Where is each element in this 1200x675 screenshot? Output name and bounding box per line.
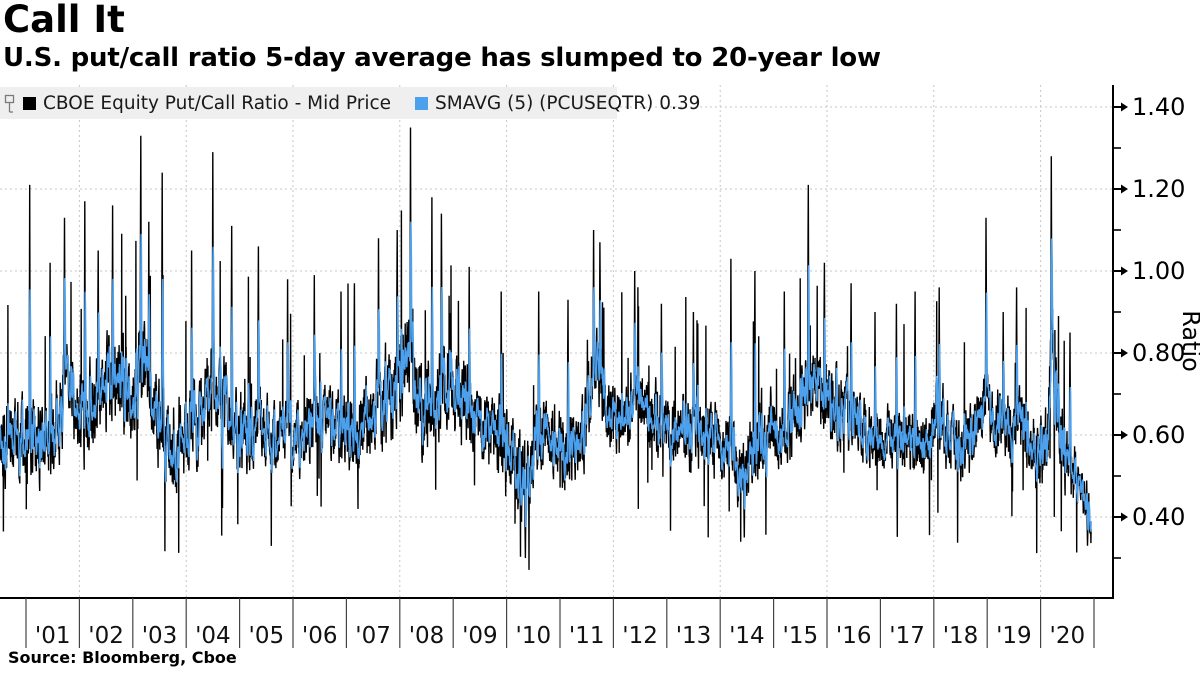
legend-label-smavg: SMAVG (5) (PCUSEQTR) 0.39 (435, 92, 701, 114)
y-tick-label: 0.60 (1132, 421, 1185, 449)
drag-pin-icon (3, 92, 16, 114)
x-year-label: '05 (249, 623, 285, 649)
x-year-label: '04 (195, 623, 231, 649)
y-tick-label: 1.20 (1132, 175, 1185, 203)
chart-legend: CBOE Equity Put/Call Ratio - Mid Price S… (0, 87, 700, 119)
y-tick-arrow-icon (1121, 184, 1128, 194)
chart-header: Call It U.S. put/call ratio 5-day averag… (3, 0, 881, 73)
x-year-label: '17 (889, 623, 925, 649)
x-year-label: '07 (355, 623, 391, 649)
x-year-label: '16 (836, 623, 872, 649)
x-year-label: '13 (676, 623, 712, 649)
source-attribution: Source: Bloomberg, Cboe (8, 648, 237, 667)
grid-layer (0, 85, 1113, 598)
y-axis-title: Ratio (1177, 310, 1200, 372)
x-year-label: '19 (996, 623, 1032, 649)
y-tick-arrow-icon (1121, 266, 1128, 276)
x-year-label: '14 (729, 623, 765, 649)
x-year-label: '01 (35, 623, 71, 649)
x-year-label: '15 (783, 623, 819, 649)
x-year-label: '10 (516, 623, 552, 649)
x-year-label: '02 (88, 623, 124, 649)
x-year-label: '11 (569, 623, 605, 649)
y-tick-label: 0.80 (1132, 339, 1185, 367)
x-year-label: '03 (142, 623, 178, 649)
chart-subtitle: U.S. put/call ratio 5-day average has sl… (3, 42, 881, 73)
series-smavg5 (0, 221, 1092, 532)
y-tick-label: 0.40 (1132, 503, 1185, 531)
x-year-label: '20 (1050, 623, 1086, 649)
series-swatch-putcall (23, 96, 36, 110)
y-tick-arrow-icon (1121, 512, 1128, 522)
y-tick-label: 1.00 (1132, 257, 1185, 285)
axis-layer: 1.40 1.20 1.00 0.80 0.60 0.40 '01 '02 '03 '04 '05 '… (0, 85, 1185, 649)
chart-title: Call It (3, 0, 125, 41)
x-year-label: '18 (943, 623, 979, 649)
x-year-label: '12 (622, 623, 658, 649)
y-tick-arrow-icon (1121, 430, 1128, 440)
x-year-label: '06 (302, 623, 338, 649)
series-swatch-smavg (415, 96, 429, 110)
y-tick-arrow-icon (1121, 102, 1128, 112)
x-year-label: '09 (462, 623, 498, 649)
y-tick-label: 1.40 (1132, 93, 1185, 121)
legend-label-putcall: CBOE Equity Put/Call Ratio - Mid Price (43, 92, 392, 114)
y-tick-arrow-icon (1121, 348, 1128, 358)
series-layer (0, 127, 1092, 570)
x-year-label: '08 (409, 623, 445, 649)
